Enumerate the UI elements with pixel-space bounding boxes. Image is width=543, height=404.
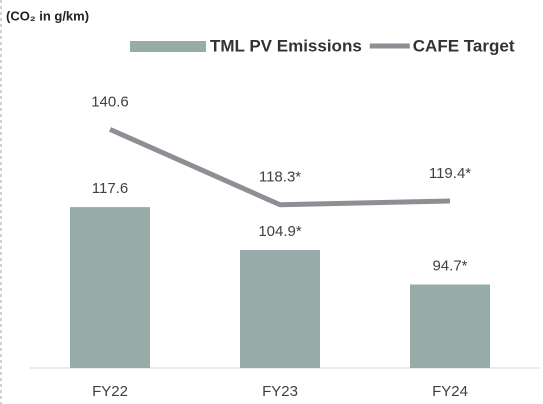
- legend-label: TML PV Emissions: [210, 36, 362, 55]
- data-label: 119.4*: [429, 165, 471, 182]
- bar: [410, 284, 490, 368]
- data-label: 94.7*: [432, 257, 467, 274]
- x-tick-label: FY24: [432, 383, 468, 400]
- legend-swatch: [130, 41, 206, 52]
- data-label: 104.9*: [258, 223, 302, 240]
- bar: [70, 207, 150, 368]
- bar: [240, 250, 320, 368]
- legend-label: CAFE Target: [413, 36, 515, 55]
- data-label: 140.6: [91, 93, 129, 110]
- data-label: 118.3*: [259, 169, 301, 186]
- line: [108, 127, 451, 208]
- x-tick-label: FY22: [92, 383, 128, 400]
- x-tick-label: FY23: [262, 383, 298, 400]
- y-axis-title: (CO₂ in g/km): [6, 8, 89, 23]
- data-label: 117.6: [92, 180, 128, 197]
